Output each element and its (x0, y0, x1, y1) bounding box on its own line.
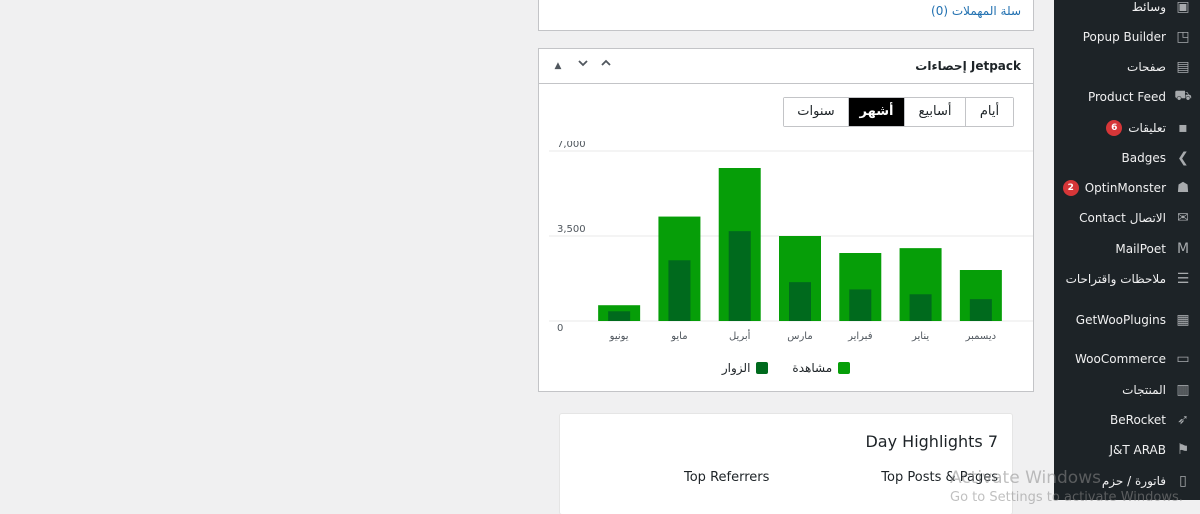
sidebar-item-label: Popup Builder (1082, 30, 1166, 44)
sidebar-item-mail[interactable]: Contact الاتصال ✉ (1054, 206, 1200, 230)
sidebar-item-chevron[interactable]: Badges ❮ (1054, 146, 1200, 170)
sidebar-item-cart[interactable]: Product Feed ⛟ (1054, 85, 1200, 109)
bar-visitors[interactable] (969, 299, 992, 321)
widget-header: إحصاءات Jetpack ▲ (539, 49, 1033, 84)
chevron-icon: ❮ (1177, 150, 1189, 166)
rocket-icon: ➶ (1177, 412, 1189, 428)
sidebar-item-products[interactable]: المنتجات ▥ (1054, 378, 1200, 402)
bar-visitors[interactable] (849, 289, 872, 321)
jt-icon: ⚑ (1176, 442, 1190, 458)
sidebar-item-plugins[interactable]: GetWooPlugins ▦ (1054, 308, 1200, 332)
sidebar-item-label: WooCommerce (1075, 352, 1166, 366)
bar-visitors[interactable] (789, 282, 811, 321)
period-tabs: سنوات أشهر أسابيع أيام (783, 97, 1014, 127)
sidebar-item-jt[interactable]: J&T ARAB ⚑ (1054, 438, 1200, 462)
sidebar-item-woo[interactable]: WooCommerce ▭ (1054, 347, 1200, 371)
bar-visitors[interactable] (668, 260, 691, 321)
trash-link[interactable]: سلة المهملات (0) (931, 4, 1021, 18)
sidebar-item-label: GetWooPlugins (1075, 313, 1166, 327)
move-up-button[interactable]: ▲ (554, 61, 562, 71)
sidebar-item-label: OptinMonster (1084, 181, 1166, 195)
sidebar-item-label: المنتجات (1122, 383, 1166, 397)
sidebar-item-label: صفحات (1127, 60, 1166, 74)
legend-item-views[interactable]: مشاهدة (792, 359, 851, 377)
sidebar-item-label: تعليقات (1128, 121, 1166, 135)
highlights-title: Day Highlights 7 (865, 432, 998, 451)
legend-item-visitors[interactable]: الزوار (722, 359, 769, 377)
x-tick-label: يناير (911, 331, 929, 342)
sidebar-item-feedback[interactable]: ملاحظات واقتراحات ☰ (1054, 267, 1200, 291)
stats-chart: 7,000 3,500 0 ديسمبر يناير فبراير مارس أبريل ماي… (549, 141, 1033, 342)
feedback-icon: ☰ (1176, 271, 1190, 287)
tab-weeks[interactable]: أسابيع (904, 98, 965, 126)
x-tick-label: يونيو (609, 331, 629, 342)
tab-months[interactable]: أشهر (848, 98, 904, 126)
activate-windows-hint: Go to Settings to activate Windows. (950, 490, 1183, 505)
admin-sidebar: وسائط ▣ Popup Builder ◳ صفحات ▤ Product Feed ⛟ 6… (1054, 0, 1200, 500)
chevron-down-icon (578, 60, 588, 67)
x-tick-label: ديسمبر (965, 331, 996, 342)
sidebar-item-popup[interactable]: Popup Builder ◳ (1054, 25, 1200, 49)
mail-icon: ✉ (1177, 210, 1189, 226)
sidebar-item-comments[interactable]: 6 تعليقات ▪ (1054, 116, 1200, 140)
legend-swatch-views (838, 362, 851, 374)
legend-label-visitors: الزوار (721, 361, 751, 375)
sidebar-item-label: J&T ARAB (1109, 443, 1166, 457)
sidebar-item-pages[interactable]: صفحات ▤ (1054, 55, 1200, 79)
move-down-button[interactable] (574, 57, 592, 75)
sidebar-item-monster[interactable]: 2 OptinMonster ☗ (1054, 176, 1200, 200)
comments-icon: ▪ (1178, 120, 1188, 136)
trash-panel: سلة المهملات (0) (538, 0, 1034, 31)
tab-days[interactable]: أيام (965, 98, 1013, 126)
mailpoet-icon: M (1176, 241, 1190, 257)
x-tick-label: مارس (787, 331, 812, 342)
bar-visitors[interactable] (728, 231, 751, 321)
activate-windows-watermark: Activate Windows (950, 468, 1101, 488)
top-referrers-heading: Top Referrers (684, 470, 770, 485)
y-tick-label: 7,000 (557, 141, 586, 150)
x-tick-label: مايو (670, 331, 687, 342)
bar-visitors[interactable] (608, 311, 631, 321)
sidebar-item-label: Product Feed (1087, 90, 1166, 104)
products-icon: ▥ (1176, 382, 1190, 398)
cart-icon: ⛟ (1174, 88, 1192, 104)
pages-icon: ▤ (1176, 59, 1190, 75)
woo-icon: ▭ (1176, 351, 1190, 367)
sidebar-item-label: MailPoet (1115, 242, 1166, 256)
chevron-up-icon (601, 59, 611, 66)
day-highlights-panel: Day Highlights 7 Top Posts & Pages Top R… (560, 414, 1012, 514)
x-tick-label: أبريل (729, 329, 751, 342)
sidebar-item-label: وسائط (1131, 0, 1166, 14)
collapse-button[interactable] (597, 57, 615, 75)
sidebar-item-rocket[interactable]: BeRocket ➶ (1054, 408, 1200, 432)
chart-legend: مشاهدة الزوار (539, 359, 1033, 377)
legend-swatch-visitors (756, 362, 769, 374)
invoice-icon: ▯ (1179, 473, 1187, 489)
sidebar-item-invoice[interactable]: فاتورة / حزم ▯ (1054, 469, 1200, 493)
y-tick-label: 3,500 (557, 224, 586, 235)
popup-icon: ◳ (1176, 29, 1190, 45)
sidebar-item-label: ملاحظات واقتراحات (1065, 272, 1166, 286)
sidebar-item-label: BeRocket (1110, 413, 1166, 427)
sidebar-item-mailpoet[interactable]: MailPoet M (1054, 237, 1200, 261)
bar-visitors[interactable] (909, 294, 932, 321)
sidebar-item-label: Contact الاتصال (1079, 211, 1166, 225)
y-tick-label: 0 (557, 323, 563, 334)
sidebar-item-label: Badges (1121, 151, 1166, 165)
sidebar-item-media[interactable]: وسائط ▣ (1054, 0, 1200, 19)
widget-title: إحصاءات Jetpack (915, 59, 1021, 73)
monster-icon: ☗ (1176, 180, 1190, 196)
x-tick-label: فبراير (847, 331, 873, 342)
tab-years[interactable]: سنوات (784, 98, 848, 126)
notification-badge: 6 (1106, 120, 1123, 136)
media-icon: ▣ (1176, 0, 1190, 15)
top-posts-heading: Top Posts & Pages (881, 470, 998, 485)
legend-label-views: مشاهدة (792, 361, 833, 375)
jetpack-stats-widget: إحصاءات Jetpack ▲ سنوات أشهر أسابيع أيام… (538, 48, 1034, 392)
sidebar-item-label: فاتورة / حزم (1101, 474, 1166, 488)
plugins-icon: ▦ (1176, 312, 1190, 328)
notification-badge: 2 (1062, 180, 1079, 196)
